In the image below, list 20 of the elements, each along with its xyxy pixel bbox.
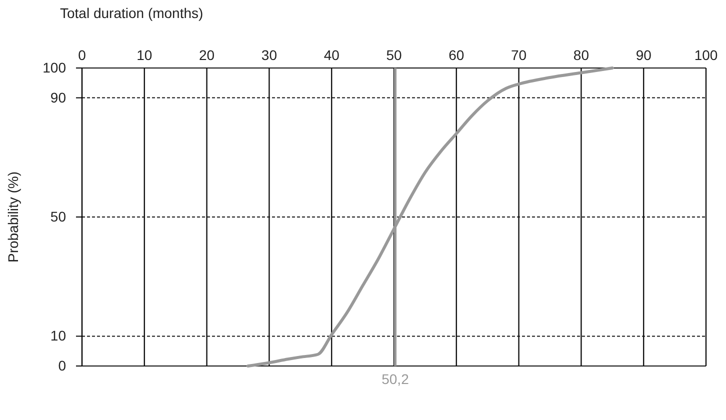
x-tick-label: 90 — [636, 47, 652, 63]
y-tick-label: 50 — [50, 208, 66, 224]
ref-line-label: 50,2 — [382, 371, 410, 387]
y-tick-label: 0 — [58, 357, 66, 374]
x-tick-label: 10 — [136, 47, 152, 63]
y-tick-label: 100 — [42, 59, 66, 76]
x-tick-label: 30 — [261, 47, 278, 63]
y-axis-title: Probability (%) — [5, 171, 21, 263]
x-tick-label: 100 — [694, 47, 718, 63]
line-series — [246, 66, 614, 368]
x-axis-title: Total duration (months) — [60, 5, 204, 21]
x-tick-label: 80 — [573, 47, 590, 63]
x-tick-label: 60 — [448, 47, 464, 63]
x-tick-label: 0 — [78, 47, 86, 63]
x-tick-label: 70 — [511, 47, 527, 63]
x-tick-label: 40 — [324, 47, 340, 63]
x-tick-label: 50 — [386, 47, 402, 63]
x-tick-label: 20 — [199, 47, 215, 63]
y-tick-label: 90 — [50, 89, 66, 106]
y-tick-label: 10 — [50, 328, 66, 344]
